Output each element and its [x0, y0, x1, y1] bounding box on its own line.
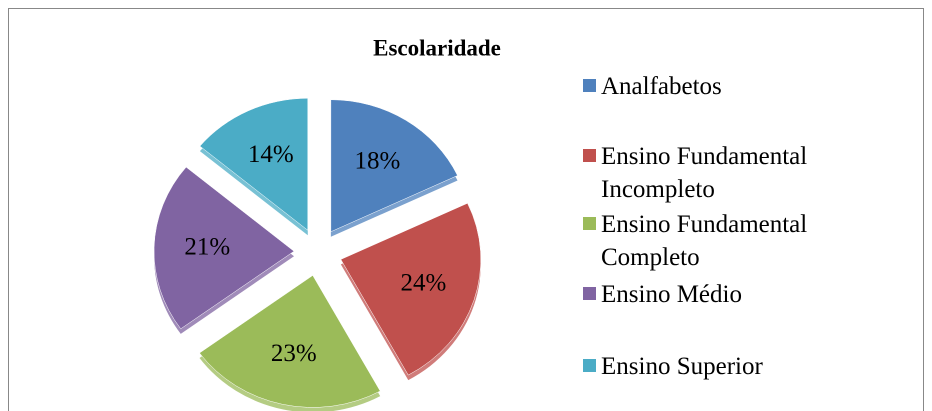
pie-slice — [199, 275, 381, 408]
legend-swatch — [583, 149, 596, 162]
pie-slice — [199, 98, 309, 231]
pie-slice — [340, 202, 482, 376]
data-label: 21% — [184, 233, 230, 260]
chart-title: Escolaridade — [373, 35, 501, 60]
legend-label: Ensino Médio — [601, 281, 742, 308]
pie-slice — [153, 166, 295, 330]
data-label: 23% — [271, 340, 317, 367]
data-label: 24% — [400, 269, 446, 296]
data-label: 18% — [354, 147, 400, 174]
legend-swatch — [583, 359, 596, 372]
legend-swatch — [583, 287, 596, 300]
legend-label: Analfabetos — [601, 73, 722, 100]
data-label: 14% — [248, 141, 294, 168]
legend-swatch — [583, 79, 596, 92]
legend-label: Ensino Fundamental Incompleto — [601, 143, 808, 203]
legend-swatch — [583, 217, 596, 230]
pie-slice — [330, 99, 458, 233]
legend-label: Ensino Superior — [601, 353, 763, 380]
legend-label: Ensino Fundamental Completo — [601, 211, 808, 271]
